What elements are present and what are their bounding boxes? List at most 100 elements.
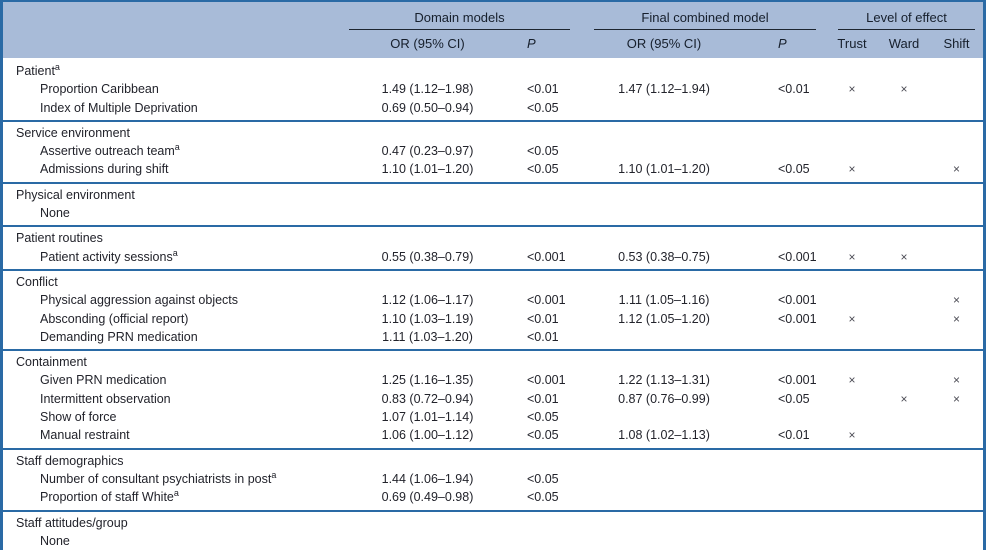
final-p-value: <0.001 <box>778 249 817 264</box>
table-row: Proportion Caribbean 1.49 (1.12–1.98) <0.0… <box>3 80 983 98</box>
section-containment: Containment Given PRN medication 1.25 (1.1… <box>3 349 983 447</box>
domain-or-value: 0.69 (0.50–0.94) <box>381 100 474 115</box>
table-header: Domain models Final combined model Level… <box>3 2 983 58</box>
shift-effect-mark: × <box>952 293 960 308</box>
trust-effect-mark: × <box>848 373 856 388</box>
section-title: Service environment <box>16 125 130 140</box>
domain-or-value: 1.25 (1.16–1.35) <box>381 373 474 388</box>
section-patient: Patienta Proportion Caribbean 1.49 (1.12–1… <box>3 58 983 120</box>
row-label: None <box>40 533 70 548</box>
table-body: Patienta Proportion Caribbean 1.49 (1.12–1… <box>3 58 983 550</box>
header-domain-p: P <box>527 35 536 51</box>
section-title: Physical environment <box>16 187 135 202</box>
domain-p-value: <0.001 <box>527 249 566 264</box>
domain-or-value: 0.83 (0.72–0.94) <box>381 391 474 406</box>
domain-p-value: <0.001 <box>527 293 566 308</box>
section-service-environment: Service environment Assertive outreach te… <box>3 119 983 182</box>
shift-effect-mark: × <box>952 311 960 326</box>
table-row: Patient activity sessionsa 0.55 (0.38–0.7… <box>3 248 983 266</box>
table-row: Admissions during shift 1.10 (1.01–1.20) <… <box>3 160 983 178</box>
final-p-value: <0.05 <box>778 391 810 406</box>
final-p-value: <0.05 <box>778 162 810 177</box>
shift-effect-mark: × <box>952 162 960 177</box>
section-title-row: Service environment <box>3 124 983 142</box>
table-row: Manual restraint 1.06 (1.00–1.12) <0.05 1.0… <box>3 426 983 444</box>
section-title-row: Staff attitudes/group <box>3 514 983 532</box>
section-title-row: Patienta <box>3 62 983 80</box>
section-title: Patienta <box>16 62 60 78</box>
final-or-value: 0.87 (0.76–0.99) <box>618 391 710 406</box>
final-or-value: 1.11 (1.05–1.16) <box>618 293 710 308</box>
table-row: Physical aggression against objects 1.12 … <box>3 291 983 309</box>
final-p-value: <0.01 <box>778 428 810 443</box>
final-or-value: 1.10 (1.01–1.20) <box>618 162 710 177</box>
section-staff-attitudes-group: Staff attitudes/group None <box>3 509 983 550</box>
section-patient-routines: Patient routines Patient activity session… <box>3 225 983 269</box>
final-or-value: 1.47 (1.12–1.94) <box>618 82 710 97</box>
section-title: Staff attitudes/group <box>16 515 128 530</box>
header-final-p: P <box>778 35 787 51</box>
domain-p-value: <0.05 <box>527 410 559 425</box>
domain-p-value: <0.05 <box>527 490 559 505</box>
section-title-row: Conflict <box>3 273 983 291</box>
row-label: Show of force <box>40 410 117 425</box>
row-label: Demanding PRN medication <box>40 329 198 344</box>
header-group-level-of-effect: Level of effect <box>838 10 975 30</box>
domain-or-value: 0.47 (0.23–0.97) <box>381 144 474 159</box>
row-label: Given PRN medication <box>40 373 167 388</box>
table-row: Intermittent observation 0.83 (0.72–0.94)… <box>3 390 983 408</box>
row-label: Admissions during shift <box>40 162 169 177</box>
header-trust: Trust <box>837 35 867 51</box>
row-label: Proportion of staff Whitea <box>40 488 179 505</box>
table-row: None <box>3 532 983 550</box>
table-row: Given PRN medication 1.25 (1.16–1.35) <0.0… <box>3 371 983 389</box>
header-group-row: Domain models Final combined model Level… <box>3 3 983 30</box>
table-row: Proportion of staff Whitea 0.69 (0.49–0.9… <box>3 488 983 506</box>
shift-effect-mark: × <box>952 373 960 388</box>
domain-p-value: <0.05 <box>527 428 559 443</box>
table-row: Number of consultant psychiatrists in po… <box>3 470 983 488</box>
row-label: Patient activity sessionsa <box>40 247 178 264</box>
section-conflict: Conflict Physical aggression against obje… <box>3 268 983 349</box>
trust-effect-mark: × <box>848 311 856 326</box>
domain-or-value: 1.10 (1.01–1.20) <box>381 162 474 177</box>
section-title: Containment <box>16 355 87 370</box>
trust-effect-mark: × <box>848 82 856 97</box>
row-label: Assertive outreach teama <box>40 142 180 159</box>
domain-p-value: <0.01 <box>527 82 559 97</box>
domain-p-value: <0.01 <box>527 391 559 406</box>
table-row: Assertive outreach teama 0.47 (0.23–0.97)… <box>3 142 983 160</box>
section-staff-demographics: Staff demographics Number of consultant p… <box>3 447 983 510</box>
domain-p-value: <0.05 <box>527 162 559 177</box>
header-group-final-combined-model: Final combined model <box>594 10 816 30</box>
section-title: Staff demographics <box>16 453 124 468</box>
section-physical-environment: Physical environment None <box>3 181 983 226</box>
final-p-value: <0.001 <box>778 373 817 388</box>
domain-or-value: 1.07 (1.01–1.14) <box>381 410 474 425</box>
row-label: Number of consultant psychiatrists in po… <box>40 469 277 486</box>
row-label: Absconding (official report) <box>40 311 189 326</box>
header-ward: Ward <box>888 35 920 51</box>
trust-effect-mark: × <box>848 249 856 264</box>
domain-p-value: <0.05 <box>527 100 559 115</box>
section-title: Conflict <box>16 274 58 289</box>
header-domain-or-ci: OR (95% CI) <box>390 35 465 51</box>
ward-effect-mark: × <box>900 249 908 264</box>
final-or-value: 1.08 (1.02–1.13) <box>618 428 710 443</box>
section-title-row: Patient routines <box>3 229 983 247</box>
header-group-domain-models: Domain models <box>349 10 570 30</box>
final-p-value: <0.001 <box>778 293 817 308</box>
table-row: Index of Multiple Deprivation 0.69 (0.50–… <box>3 99 983 117</box>
domain-p-value: <0.01 <box>527 311 559 326</box>
domain-or-value: 1.06 (1.00–1.12) <box>381 428 474 443</box>
domain-or-value: 1.44 (1.06–1.94) <box>381 471 474 486</box>
trust-effect-mark: × <box>848 428 856 443</box>
row-label: Index of Multiple Deprivation <box>40 100 198 115</box>
row-label: Proportion Caribbean <box>40 82 159 97</box>
section-title-row: Staff demographics <box>3 452 983 470</box>
domain-p-value: <0.001 <box>527 373 566 388</box>
row-label: Manual restraint <box>40 428 130 443</box>
domain-or-value: 0.55 (0.38–0.79) <box>381 249 474 264</box>
domain-or-value: 1.11 (1.03–1.20) <box>382 329 473 344</box>
